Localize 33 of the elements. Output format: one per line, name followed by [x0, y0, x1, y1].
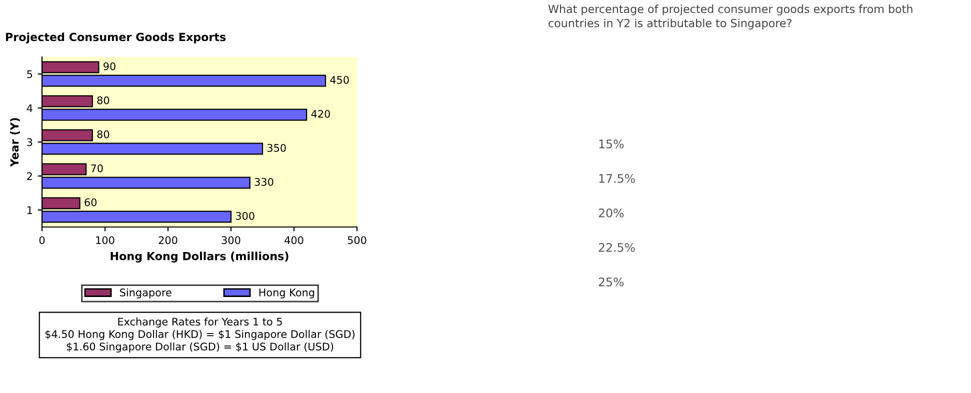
text: 22.5% [598, 242, 635, 252]
y-tick-label: 1 [27, 206, 32, 214]
y-tick-label: 5 [27, 70, 32, 78]
x-tick-label: 0 [39, 236, 45, 244]
x-tick-label: 400 [284, 236, 304, 244]
y-tick-label: 2 [27, 172, 32, 180]
data-label: 80 [97, 96, 110, 104]
text: 17.5% [599, 174, 635, 183]
y-axis-title: Year (Y) [10, 118, 20, 167]
x-tick-label: 300 [222, 236, 240, 244]
data-label: 350 [267, 144, 286, 152]
data-label: 90 [104, 62, 116, 70]
chart-title: Projected Consumer Goods Exports [6, 32, 226, 44]
data-label: 330 [254, 178, 274, 186]
x-tick-label: 500 [348, 236, 366, 244]
data-label: 80 [97, 130, 110, 138]
y-tick-label: 3 [27, 138, 32, 146]
x-axis-title: Hong Kong Dollars (millions) [110, 252, 288, 263]
x-tick-label: 200 [158, 236, 178, 244]
y-tick-label: 4 [26, 104, 32, 112]
x-tick-label: 100 [96, 236, 114, 244]
data-label: 300 [236, 212, 254, 220]
text: What percentage of projected consumer goods exports from both countries in Y2 is attributable to Singapore? [548, 4, 912, 30]
text: 25% [598, 277, 624, 286]
data-label: 70 [91, 164, 103, 172]
text: Exchange Rates for Years 1 to 5 $4.50 Hong Kong Dollar (HKD) = $1 Singapore Dollar (SGD) $1.60 Singapore Dollar (SGD) = $1 US Dollar (USD) [45, 318, 355, 352]
legend-label: Singapore [120, 288, 172, 298]
legend-label: Hong Kong [259, 288, 314, 298]
data-label: 450 [330, 76, 349, 84]
text: 15% [599, 139, 624, 148]
text: 20% [598, 208, 624, 218]
data-label: 420 [311, 110, 330, 118]
data-label: 60 [84, 198, 97, 206]
